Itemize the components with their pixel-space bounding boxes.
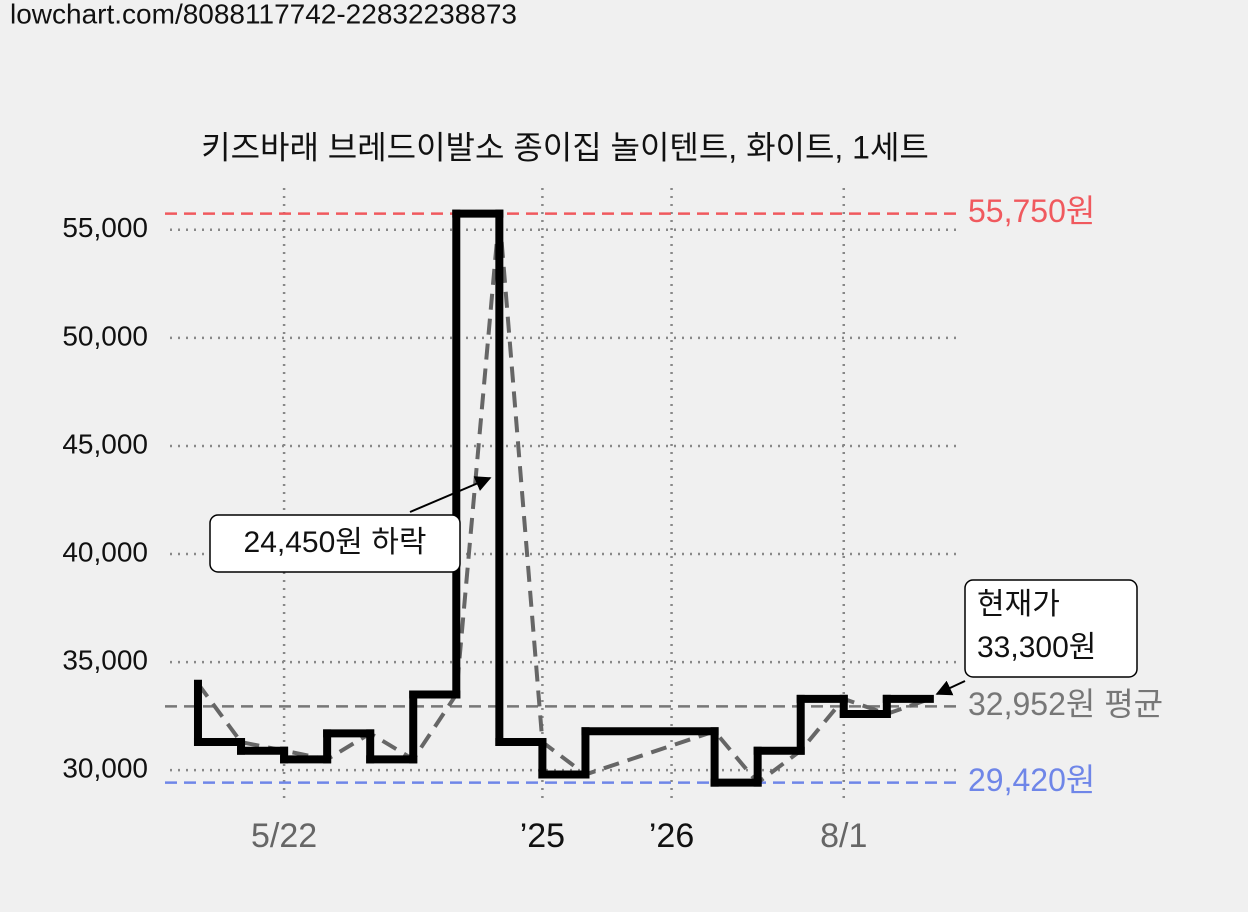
reference-label: 32,952원 평균: [968, 686, 1163, 722]
annotation-box: [209, 514, 461, 573]
reference-label: 29,420원: [968, 762, 1095, 798]
x-tick-label: ’25: [520, 817, 565, 855]
y-tick-label: 45,000: [62, 428, 148, 459]
annotation-text: 24,450원 하락: [244, 526, 427, 559]
annotation-box: [964, 579, 1138, 678]
annotation-text: 현재가: [977, 588, 1060, 621]
marks: [193, 209, 934, 787]
chart-title: 키즈바래 브레드이발소 종이집 놀이텐트, 화이트, 1세트: [201, 129, 929, 165]
y-tick-label: 40,000: [62, 536, 148, 567]
x-tick-label: 5/22: [251, 817, 317, 855]
annotations: 24,450원 하락 현재가 33,300원: [209, 476, 1138, 696]
grid: 30,000 35,000 40,000 45,000 50,000 55,000 5/22…: [62, 188, 960, 855]
x-tick-label: ’26: [649, 817, 694, 855]
reference-label: 55,750원: [968, 193, 1095, 229]
arrow: [935, 680, 966, 696]
y-tick-label: 30,000: [62, 753, 148, 784]
y-tick-label: 50,000: [62, 320, 148, 351]
arrow: [409, 476, 492, 513]
reference-lines: 55,750원 32,952원 평균 29,420원: [165, 193, 1163, 798]
x-tick-label: 8/1: [820, 817, 867, 855]
trend-line: [196, 213, 931, 786]
y-tick-label: 35,000: [62, 644, 148, 675]
url: lowchart.com/8088117742-22832238873: [10, 0, 517, 29]
y-tick-label: 55,000: [62, 212, 148, 243]
annotation-text: 33,300원: [977, 631, 1096, 664]
